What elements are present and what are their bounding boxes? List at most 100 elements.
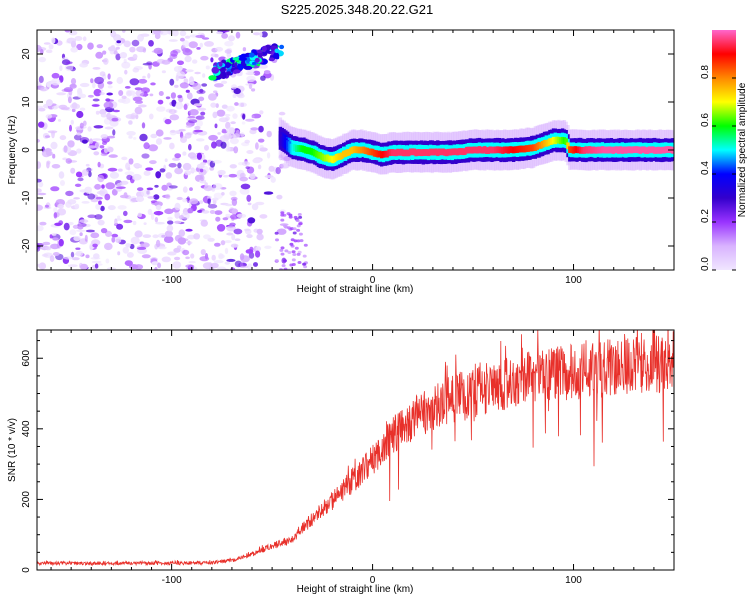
noise-cell [169,114,180,121]
noise-cell [270,176,276,183]
trace-core [510,146,514,154]
noise-cell [134,87,143,91]
burst-cell [256,49,263,54]
noise-cell [153,194,160,200]
noise-cell [248,252,255,259]
burst-cell [238,57,247,61]
noise-cell [216,31,224,35]
noise-cell [42,241,51,246]
noise-cell [224,247,229,254]
trace-core [380,151,384,159]
noise-cell [75,252,82,256]
noise-cell [172,30,179,37]
noise-cell [176,196,183,201]
noise-cell [244,139,250,144]
noise-cell [60,180,65,186]
trace-core [598,146,603,154]
trace-core [573,146,577,153]
trace-core [401,149,406,157]
trace-core [383,150,387,158]
x-tick-label: 0 [370,275,376,286]
noise-cell [128,120,133,125]
trace-core [454,148,458,156]
noise-cell [161,256,171,263]
noise-cell [244,228,252,235]
noise-cell [161,59,171,65]
noise-cell [40,86,49,92]
noise-cell [210,102,217,108]
noise-cell [257,164,262,170]
noise-cell [38,121,45,128]
noise-cell [207,198,211,205]
noise-cell [85,189,92,194]
noise-cell [91,260,102,264]
noise-cell [150,82,156,86]
noise-cell [253,32,261,36]
noise-cell [163,137,172,140]
trace-core [588,146,592,153]
noise-cell [93,253,100,259]
spectrogram-x-axis: -100 0 100 [50,30,675,286]
burst-cell [240,53,247,58]
noise-cell [92,243,98,248]
noise-cell [154,201,163,207]
noise-cell [117,251,121,256]
trace-core [342,150,346,158]
noise-cell [153,30,161,35]
noise-cell [217,132,221,135]
noise-cell [40,49,44,55]
burst-cell [245,56,251,64]
burst-cell [248,52,255,58]
noise-cell [199,200,204,204]
trace-core [513,146,518,153]
noise-cell [125,162,131,170]
noise-cell [85,229,95,233]
noise-cell [240,102,245,107]
noise-cell [260,31,268,38]
noise-cell [87,214,97,219]
trace-core [633,146,637,153]
noise-cell [220,240,226,246]
noise-cell [126,252,134,258]
burst-cell [233,69,241,74]
noise-cell [150,213,155,220]
noise-cell [138,78,148,84]
noise-cell [215,216,221,222]
noise-cell [239,253,245,260]
noise-cell [104,126,114,130]
noise-cell [65,158,73,164]
noise-cell [283,224,287,228]
noise-cell [224,240,232,244]
noise-cell [197,107,207,111]
noise-cell [51,105,58,110]
noise-cell [213,90,218,94]
noise-cell [292,253,297,256]
burst-cell [226,71,232,76]
noise-cell [46,161,50,169]
trace-core [459,148,463,155]
trace-core [475,146,480,154]
noise-cell [63,222,70,231]
noise-cell [224,40,234,47]
noise-cell [45,49,53,54]
trace-core [481,146,485,154]
noise-cell [212,111,218,119]
trace-core [307,147,312,155]
noise-cell [54,222,62,226]
noise-cell [97,219,105,226]
noise-cell [68,30,78,36]
trace-core [664,146,668,154]
noise-cell [105,230,112,237]
noise-cell [58,171,65,179]
noise-cell [245,72,256,76]
noise-cell [106,112,111,120]
noise-cell [260,75,266,81]
snr-series-line [37,330,674,567]
trace-core [437,148,442,156]
trace-core [304,146,308,154]
noise-cell [116,186,126,189]
noise-cell [67,140,75,148]
noise-cell [226,258,236,262]
trace-core [530,144,534,152]
noise-cell [200,219,208,227]
